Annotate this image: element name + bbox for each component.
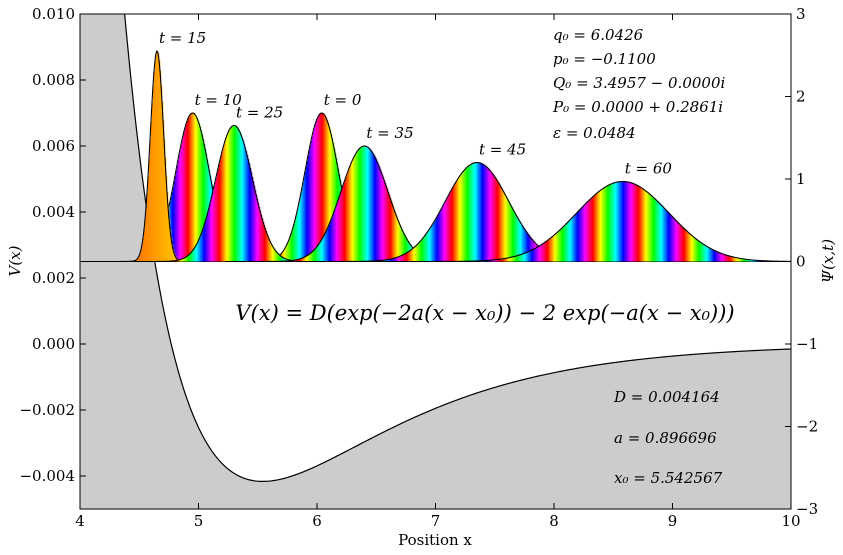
plot-frame <box>79 13 792 510</box>
wave-packet-label: t = 10 <box>195 91 243 109</box>
x-axis-label: Position x <box>398 531 472 549</box>
y-left-tick-label: 0.006 <box>32 137 75 155</box>
x-tick-label: 8 <box>549 512 559 530</box>
param-Q0: Q₀ = 3.4957 − 0.0000i <box>553 74 725 92</box>
param-q0: q₀ = 6.0426 <box>553 26 644 44</box>
y-right-tick-label: −3 <box>796 500 818 518</box>
y-right-tick-label: 0 <box>796 253 806 271</box>
y-right-tick-label: −1 <box>796 335 818 353</box>
y-right-tick-label: 2 <box>796 88 806 106</box>
y-axis-right-label: Ψ(x,t) <box>819 239 837 283</box>
wave-packet-label: t = 15 <box>159 29 206 47</box>
wave-packet <box>348 180 791 263</box>
y-axis-left-label: V(x) <box>6 245 24 276</box>
y-left-tick-label: 0.008 <box>32 71 75 89</box>
y-left-tick-label: 0.010 <box>32 5 75 23</box>
potential-curve <box>124 14 791 483</box>
x-tick-label: 6 <box>312 512 322 530</box>
x-tick-label: 9 <box>668 512 678 530</box>
y-right-tick-label: 3 <box>796 5 806 23</box>
wave-packet-label: t = 45 <box>479 141 526 159</box>
wave-packet-label: t = 35 <box>366 124 413 142</box>
x-tick-label: 5 <box>194 512 204 530</box>
x-tick-label: 4 <box>75 512 85 530</box>
param-p0: p₀ = −0.1100 <box>553 50 656 68</box>
y-left-tick-label: 0.004 <box>32 203 75 221</box>
param-a: a = 0.896696 <box>614 429 717 447</box>
wave-packet-label: t = 60 <box>625 160 673 178</box>
y-left-tick-label: 0.002 <box>32 269 75 287</box>
param-D: D = 0.004164 <box>613 388 720 406</box>
y-left-tick-label: 0.000 <box>32 335 75 353</box>
y-right-tick-label: 1 <box>796 170 806 188</box>
wave-packet <box>225 145 504 263</box>
x-tick-label: 7 <box>431 512 441 530</box>
wave-packet-label: t = 0 <box>324 91 362 109</box>
param-x0: x₀ = 5.542567 <box>614 469 723 487</box>
x-tick-label: 10 <box>781 512 800 530</box>
wave-packet-outline <box>348 180 791 263</box>
potential-equation: V(x) = D(exp(−2a(x − x₀)) − 2 exp(−a(x −… <box>235 301 734 325</box>
wave-packet <box>117 50 197 263</box>
y-left-tick-label: −0.004 <box>19 467 75 485</box>
param-P0: P₀ = 0.0000 + 0.2861i <box>552 98 723 116</box>
wave-packet-label: t = 25 <box>236 103 283 121</box>
y-left-tick-label: −0.002 <box>19 401 75 419</box>
potential-fill <box>80 14 791 509</box>
y-right-tick-label: −2 <box>796 418 818 436</box>
param-eps: ε = 0.0484 <box>553 124 636 142</box>
